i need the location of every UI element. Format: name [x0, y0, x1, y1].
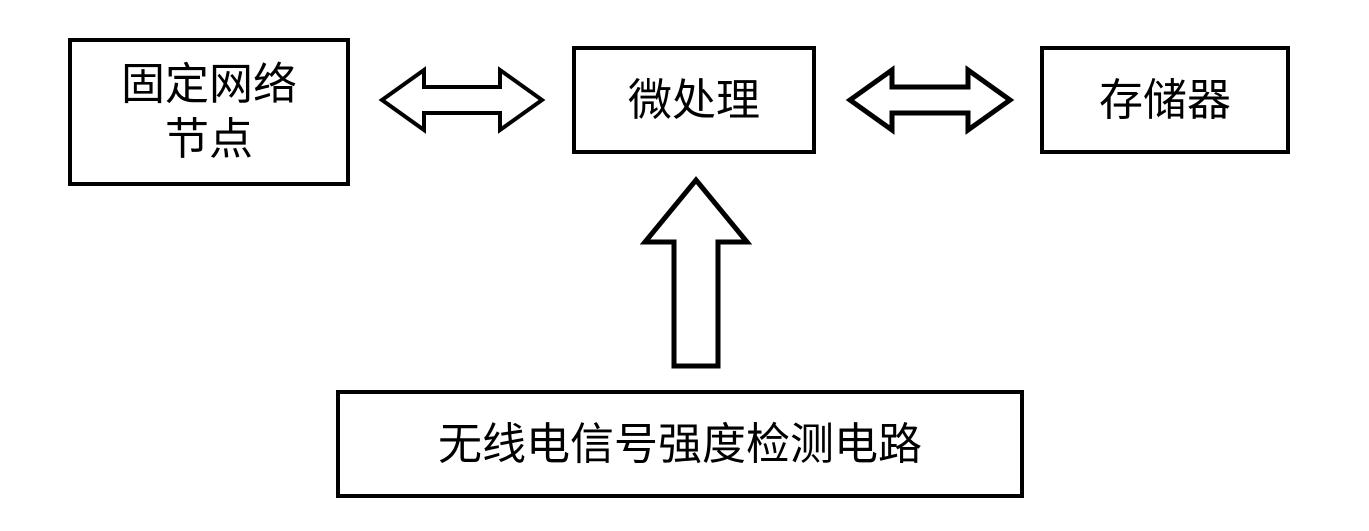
node-label: 固定网络节点: [121, 57, 297, 167]
arrow-fixed-to-micro-icon: [382, 70, 542, 130]
arrow-micro-to-memory-icon: [850, 70, 1010, 130]
node-label: 微处理: [628, 73, 760, 128]
node-memory: 存储器: [1040, 46, 1290, 154]
node-fixed-network: 固定网络节点: [68, 38, 350, 186]
node-radio-signal-circuit: 无线电信号强度检测电路: [336, 390, 1024, 498]
diagram-canvas: 固定网络节点 微处理 存储器 无线电信号强度检测电路: [0, 0, 1369, 531]
node-label: 存储器: [1099, 73, 1231, 128]
node-microprocessor: 微处理: [572, 46, 816, 154]
arrow-radio-to-micro-icon: [645, 180, 747, 366]
node-label: 无线电信号强度检测电路: [438, 417, 922, 472]
